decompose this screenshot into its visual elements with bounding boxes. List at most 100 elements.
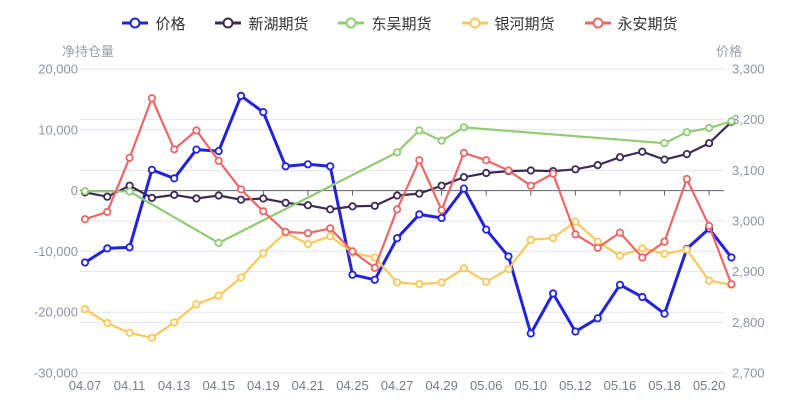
gridlines: [80, 68, 724, 374]
svg-text:05.16: 05.16: [604, 378, 637, 393]
series-dongwu-futures: [80, 117, 736, 247]
data-point-marker: [571, 327, 580, 336]
data-point-marker: [326, 232, 335, 241]
svg-text:05.18: 05.18: [648, 378, 681, 393]
data-point-marker: [415, 126, 424, 135]
legend-item-label: 新湖期货: [248, 15, 309, 33]
data-point-marker: [326, 205, 335, 214]
legend-item-dongwu-futures[interactable]: 东吴期货: [338, 13, 432, 34]
data-point-marker: [392, 234, 402, 243]
data-point-marker: [125, 328, 134, 337]
data-point-marker: [281, 162, 290, 171]
data-point-marker: [615, 228, 625, 237]
data-point-marker: [125, 243, 134, 252]
data-point-marker: [281, 198, 290, 207]
svg-text:0: 0: [71, 183, 78, 198]
data-point-marker: [660, 237, 669, 246]
data-point-marker: [214, 191, 223, 200]
legend-line-icon: [122, 17, 149, 29]
legend: 价格 新湖期货 东吴期货 银河期货 永安期货: [0, 12, 800, 34]
data-point-marker: [281, 227, 290, 236]
data-point-marker: [192, 126, 201, 135]
data-point-marker: [303, 160, 312, 169]
data-point-marker: [727, 117, 736, 126]
right-axis-title: 价格: [716, 44, 743, 59]
data-point-marker: [615, 251, 625, 260]
svg-text:05.20: 05.20: [693, 378, 726, 393]
svg-text:-30,000: -30,000: [34, 366, 78, 381]
data-point-marker: [704, 123, 714, 133]
data-point-marker: [259, 249, 268, 258]
data-point-marker: [482, 156, 491, 165]
data-point-marker: [437, 278, 446, 287]
data-point-marker: [326, 162, 335, 171]
data-point-marker: [80, 187, 90, 196]
svg-text:3,300: 3,300: [732, 62, 765, 77]
data-point-marker: [370, 263, 379, 272]
legend-line-icon: [215, 17, 242, 29]
data-point-marker: [615, 280, 625, 289]
svg-text:3,200: 3,200: [732, 112, 765, 127]
data-point-marker: [103, 207, 112, 216]
data-point-marker: [526, 235, 535, 244]
data-point-marker: [727, 253, 736, 262]
data-point-marker: [615, 153, 625, 162]
svg-text:2,700: 2,700: [732, 366, 765, 381]
data-point-marker: [593, 243, 602, 252]
data-point-marker: [259, 207, 268, 216]
data-point-marker: [548, 169, 558, 178]
data-point-marker: [80, 215, 90, 224]
data-point-marker: [504, 166, 513, 175]
data-point-marker: [459, 264, 468, 273]
data-point-marker: [482, 168, 491, 178]
legend-line-icon: [584, 17, 611, 29]
data-point-marker: [548, 233, 558, 243]
right-axis-tick-labels: 3,300 3,200 3,100 3,000 2,900 2,800 2,700: [732, 62, 765, 381]
left-axis-title: 净持仓量: [62, 44, 115, 59]
series-yongan-futures: [80, 94, 736, 289]
data-point-marker: [392, 205, 402, 214]
svg-text:-10,000: -10,000: [34, 244, 78, 259]
svg-text:-20,000: -20,000: [34, 305, 78, 320]
data-point-marker: [437, 136, 446, 145]
svg-text:04.11: 04.11: [114, 378, 146, 393]
data-point-marker: [704, 221, 714, 230]
data-point-marker: [682, 128, 691, 137]
legend-item-label: 东吴期货: [371, 15, 432, 33]
data-point-marker: [125, 153, 134, 162]
data-point-marker: [392, 148, 402, 157]
data-point-marker: [482, 277, 491, 286]
data-point-marker: [348, 247, 357, 256]
data-point-marker: [571, 230, 580, 239]
data-point-marker: [682, 150, 691, 159]
svg-text:10,000: 10,000: [38, 122, 78, 137]
legend-item-price[interactable]: 价格: [122, 13, 185, 34]
data-point-marker: [593, 314, 602, 323]
data-point-marker: [459, 148, 468, 157]
data-point-marker: [259, 108, 268, 117]
data-point-marker: [415, 156, 424, 165]
data-point-marker: [170, 190, 179, 199]
data-point-marker: [504, 252, 513, 261]
data-point-marker: [392, 278, 402, 287]
data-point-marker: [214, 156, 223, 165]
data-point-marker: [147, 94, 156, 103]
data-point-marker: [526, 329, 535, 338]
legend-item-xinhu-futures[interactable]: 新湖期货: [215, 13, 308, 34]
legend-item-yinhe-futures[interactable]: 银河期货: [461, 13, 555, 34]
data-point-marker: [192, 194, 201, 203]
svg-text:04.15: 04.15: [202, 378, 235, 393]
data-point-marker: [170, 174, 179, 183]
data-point-marker: [571, 217, 580, 226]
legend-item-label: 永安期货: [617, 15, 678, 33]
data-point-marker: [660, 155, 669, 164]
svg-text:2,800: 2,800: [732, 315, 765, 330]
data-point-marker: [593, 161, 602, 170]
data-point-marker: [125, 187, 134, 196]
data-point-marker: [326, 224, 335, 233]
data-point-marker: [638, 253, 647, 262]
svg-text:2,900: 2,900: [732, 264, 765, 279]
series-xinhu-futures: [80, 117, 736, 214]
legend-item-yongan-futures[interactable]: 永安期货: [584, 13, 678, 34]
